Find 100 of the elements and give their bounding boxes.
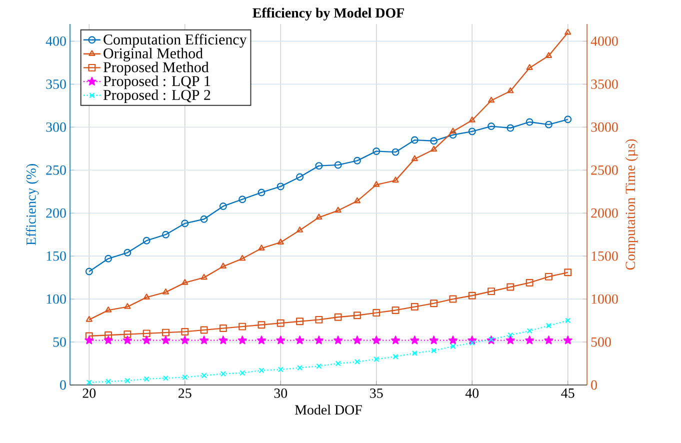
y2-tick-label: 3500 xyxy=(591,79,618,89)
y-tick-label: 50 xyxy=(53,337,66,347)
point xyxy=(200,336,209,344)
point xyxy=(372,147,380,155)
point xyxy=(354,197,361,204)
point xyxy=(468,128,476,136)
y2-tick-label: 0 xyxy=(591,380,597,390)
point xyxy=(85,268,93,276)
point xyxy=(352,336,362,344)
point xyxy=(334,313,342,321)
point xyxy=(448,336,458,344)
y-tick-label: 150 xyxy=(46,251,66,261)
point xyxy=(258,188,266,196)
point xyxy=(104,336,113,344)
point xyxy=(392,148,400,156)
legend-label: Proposed : LQP 1 xyxy=(103,76,210,90)
point xyxy=(468,116,476,122)
point xyxy=(412,350,418,356)
point xyxy=(162,288,170,294)
x-tick-label: 25 xyxy=(178,388,192,398)
point xyxy=(544,120,552,128)
y2-tick-label: 2000 xyxy=(591,208,618,218)
point xyxy=(276,336,286,344)
point xyxy=(124,303,131,309)
point xyxy=(296,318,304,326)
y-tick-label: 0 xyxy=(60,380,66,390)
point xyxy=(238,322,246,330)
y-tick-label: 200 xyxy=(46,208,66,218)
point xyxy=(104,254,112,262)
point xyxy=(181,220,189,228)
point xyxy=(374,356,380,362)
point xyxy=(488,96,495,103)
point xyxy=(354,358,360,365)
point xyxy=(565,318,571,324)
point xyxy=(86,316,92,322)
point xyxy=(200,326,208,334)
y-tick-label: 300 xyxy=(46,122,66,132)
point xyxy=(335,360,341,366)
point xyxy=(316,214,322,220)
chart-title: Efficiency by Model DOF xyxy=(252,8,404,21)
point xyxy=(353,312,361,320)
point xyxy=(144,376,150,382)
point xyxy=(258,368,264,374)
point xyxy=(84,336,94,344)
point xyxy=(392,354,398,360)
point xyxy=(506,336,515,344)
point xyxy=(142,330,150,338)
point xyxy=(240,370,246,376)
point xyxy=(410,336,420,344)
point xyxy=(315,162,323,170)
point xyxy=(353,156,361,164)
point xyxy=(314,336,324,344)
point xyxy=(449,295,457,303)
point xyxy=(372,309,380,317)
point xyxy=(296,226,304,232)
point xyxy=(218,336,228,344)
point xyxy=(278,366,284,372)
point xyxy=(258,244,265,250)
point xyxy=(277,238,284,244)
x-tick-label: 45 xyxy=(561,388,574,398)
point xyxy=(545,52,552,58)
point xyxy=(143,294,150,300)
point xyxy=(124,378,130,384)
point xyxy=(295,336,304,344)
point xyxy=(162,328,170,336)
y2-tick-label: 2500 xyxy=(591,165,618,175)
legend-label: Computation Efficiency xyxy=(104,34,247,48)
point xyxy=(182,374,188,380)
x-tick-label: 35 xyxy=(370,388,383,398)
y-tick-label: 100 xyxy=(46,294,66,304)
y2-tick-label: 3000 xyxy=(591,122,618,132)
point xyxy=(546,322,552,328)
point xyxy=(449,131,457,139)
point xyxy=(142,336,152,344)
point xyxy=(488,288,495,296)
point xyxy=(431,348,437,354)
y2-tick-label: 1000 xyxy=(592,294,618,304)
y2-axis-title: Computation Time (µs) xyxy=(625,139,638,270)
point xyxy=(410,303,418,311)
x-axis-title: Model DOF xyxy=(295,404,362,415)
point xyxy=(296,365,303,371)
point xyxy=(391,336,400,344)
legend-label: Original Method xyxy=(104,48,203,62)
point xyxy=(525,336,534,344)
x-tick-label: 30 xyxy=(274,388,288,398)
point xyxy=(469,340,475,346)
point xyxy=(507,87,514,94)
point xyxy=(220,262,226,269)
point xyxy=(564,116,572,124)
point xyxy=(201,372,207,378)
point xyxy=(563,336,572,344)
point xyxy=(450,344,456,350)
point xyxy=(162,375,169,381)
point xyxy=(526,328,532,334)
point xyxy=(392,306,400,314)
point xyxy=(239,254,246,261)
x-tick-label: 20 xyxy=(82,388,96,398)
point xyxy=(180,336,190,344)
point xyxy=(334,206,342,213)
point xyxy=(85,332,93,340)
